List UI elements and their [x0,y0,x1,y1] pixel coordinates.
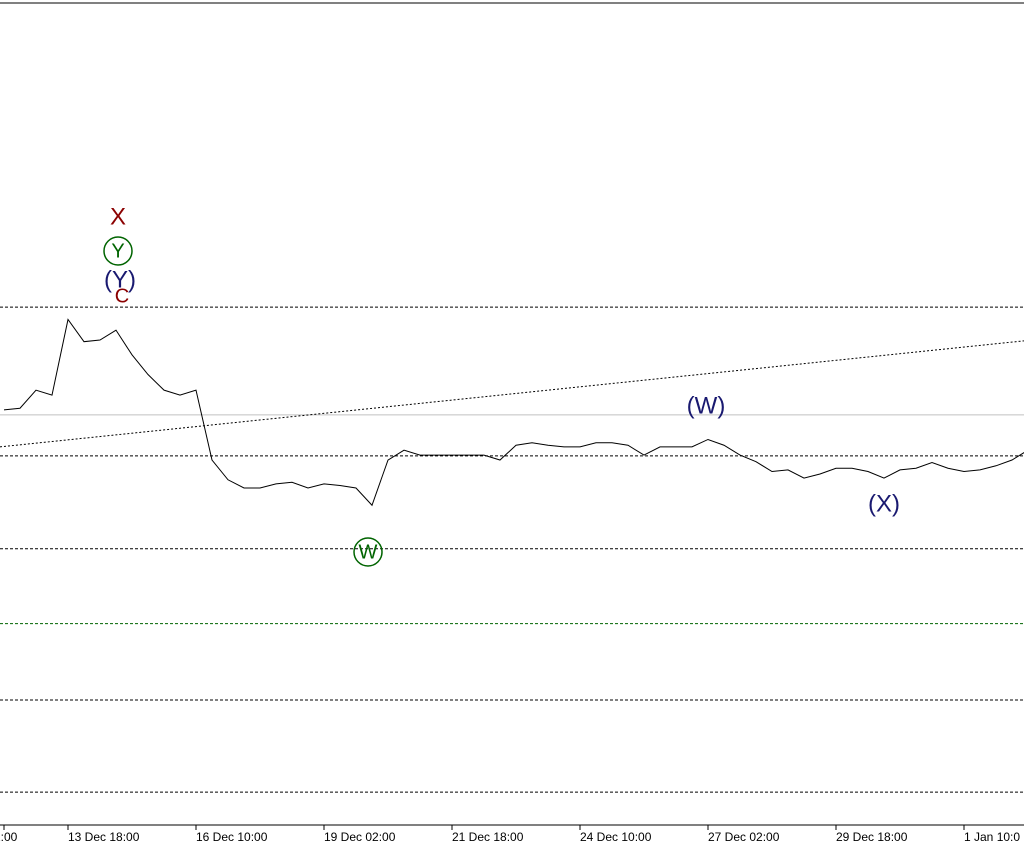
x-tick-label: 24 Dec 10:00 [580,830,652,844]
wave-circle [353,537,383,567]
wave-label: (Y) [104,266,136,293]
x-tick-label: 21 Dec 18:00 [452,830,524,844]
wave-circle [103,236,133,266]
x-tick-label: 13 Dec 18:00 [68,830,140,844]
x-tick-label: 16 Dec 10:00 [196,830,268,844]
x-tick-label: 29 Dec 18:00 [836,830,908,844]
x-tick-label: 1 Jan 10:0 [964,830,1020,844]
price-line [3,318,1024,507]
marks: 2:00 13 Dec 18:00 16 Dec 10:00 19 Dec 02:00… [0,306,1024,844]
wave-label: Y [111,240,124,262]
wave-label: (W) [687,392,726,419]
wave-label: C [115,285,129,307]
trend-line [0,340,1024,448]
wave-label: (X) [868,490,900,517]
x-tick-label: 27 Dec 02:00 [708,830,780,844]
wave-label: W [359,541,378,563]
x-tick-label: 2:00 [0,830,18,844]
x-tick-label: 19 Dec 02:00 [324,830,396,844]
wave-label: X [110,203,126,230]
